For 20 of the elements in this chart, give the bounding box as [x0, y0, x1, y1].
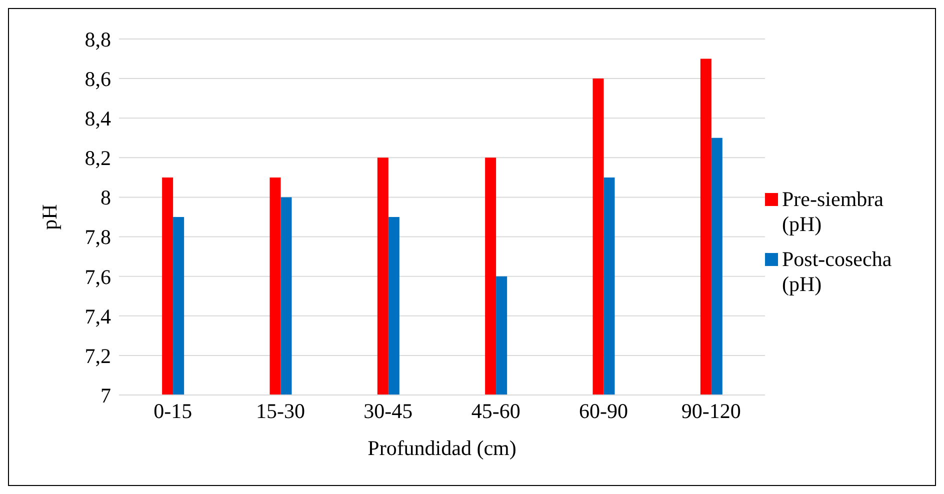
legend-label: Post-cosecha (pH)	[782, 247, 893, 297]
y-tick-label: 8	[100, 186, 111, 210]
y-tick-label: 7	[100, 383, 111, 408]
y-tick-label: 7,6	[84, 264, 111, 289]
y-tick-label: 7,2	[84, 344, 111, 368]
y-tick-label: 8,2	[84, 146, 111, 170]
y-tick-label: 8,8	[84, 27, 111, 52]
x-tick-label: 0-15	[154, 398, 192, 423]
x-tick-label: 45-60	[471, 398, 520, 423]
x-tick-label: 90-120	[681, 398, 741, 423]
y-tick-label: 7,8	[84, 225, 111, 250]
y-tick-label: 8,4	[84, 106, 112, 131]
x-tick-label: 15-30	[256, 398, 305, 423]
x-axis-title: Profundidad (cm)	[368, 436, 516, 460]
y-tick-label: 7,4	[84, 304, 112, 328]
y-axis-title: pH	[37, 204, 62, 230]
y-tick-label: 8,6	[84, 67, 111, 92]
x-tick-label: 60-90	[579, 398, 628, 423]
legend-label: Pre-siembra (pH)	[782, 187, 884, 237]
x-tick-label: 30-45	[364, 398, 413, 423]
